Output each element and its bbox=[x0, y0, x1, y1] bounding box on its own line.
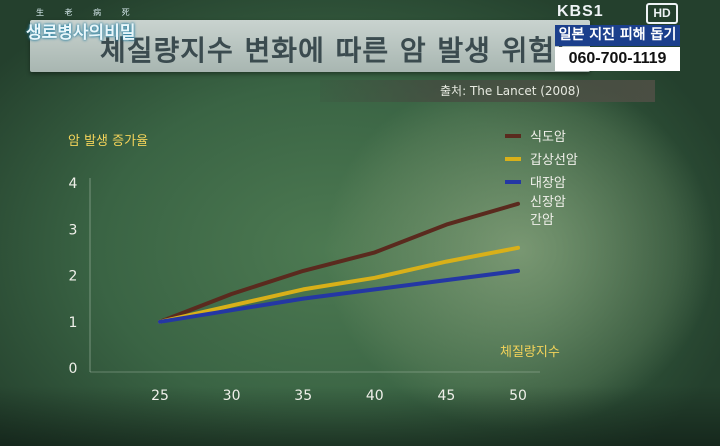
data-point bbox=[517, 247, 519, 249]
y-tick-label: 1 bbox=[69, 315, 78, 331]
data-point bbox=[231, 309, 233, 311]
channel-logo: KBS1 bbox=[557, 3, 604, 20]
x-axis-label: 체질량지수 bbox=[500, 345, 560, 360]
series-line-2 bbox=[158, 245, 520, 324]
hd-badge: HD bbox=[646, 3, 678, 24]
y-tick-label: 4 bbox=[69, 176, 78, 192]
background-fade bbox=[0, 386, 720, 446]
title-bar bbox=[30, 20, 590, 72]
source-bar bbox=[320, 80, 655, 102]
x-tick-label: 45 bbox=[437, 388, 455, 404]
data-point bbox=[445, 224, 447, 226]
data-point bbox=[231, 293, 233, 295]
donation-phone: 060-700-1119 bbox=[555, 47, 680, 71]
data-point bbox=[445, 261, 447, 263]
legend-label: 식도암 bbox=[530, 130, 566, 145]
data-point bbox=[517, 203, 519, 205]
data-point bbox=[374, 277, 376, 279]
program-logo: 생로병사의비밀 bbox=[26, 23, 136, 43]
y-axis-label: 암 발생 증가율 bbox=[68, 134, 149, 149]
chart-title: 체질량지수 변화에 따른 암 발생 위험도 bbox=[100, 34, 582, 67]
x-tick-label: 30 bbox=[223, 388, 241, 404]
legend-extra-kidney: 신장암 bbox=[530, 195, 566, 210]
series-line-1 bbox=[158, 201, 520, 324]
x-tick-label: 35 bbox=[294, 388, 312, 404]
y-tick-label: 3 bbox=[69, 222, 78, 238]
x-tick-label: 50 bbox=[509, 388, 527, 404]
data-point bbox=[517, 270, 519, 272]
legend-label: 갑상선암 bbox=[530, 153, 578, 168]
data-point bbox=[231, 305, 233, 307]
y-tick-label: 0 bbox=[69, 361, 78, 377]
x-tick-label: 25 bbox=[151, 388, 169, 404]
legend-extra-liver: 간암 bbox=[530, 213, 554, 228]
data-point bbox=[374, 251, 376, 253]
series-line-3 bbox=[158, 268, 520, 324]
y-tick-label: 2 bbox=[69, 269, 78, 285]
data-point bbox=[445, 279, 447, 281]
news-caption: 일본 지진 피해 돕기 bbox=[555, 25, 680, 46]
data-point bbox=[302, 288, 304, 290]
data-point bbox=[159, 321, 161, 323]
program-logo-subtitle: 生 老 病 死 bbox=[36, 8, 139, 17]
data-point bbox=[302, 270, 304, 272]
data-point bbox=[374, 288, 376, 290]
source-citation: 출처: The Lancet (2008) bbox=[440, 84, 581, 98]
x-tick-label: 40 bbox=[366, 388, 384, 404]
legend-label: 대장암 bbox=[530, 176, 566, 191]
data-point bbox=[302, 298, 304, 300]
